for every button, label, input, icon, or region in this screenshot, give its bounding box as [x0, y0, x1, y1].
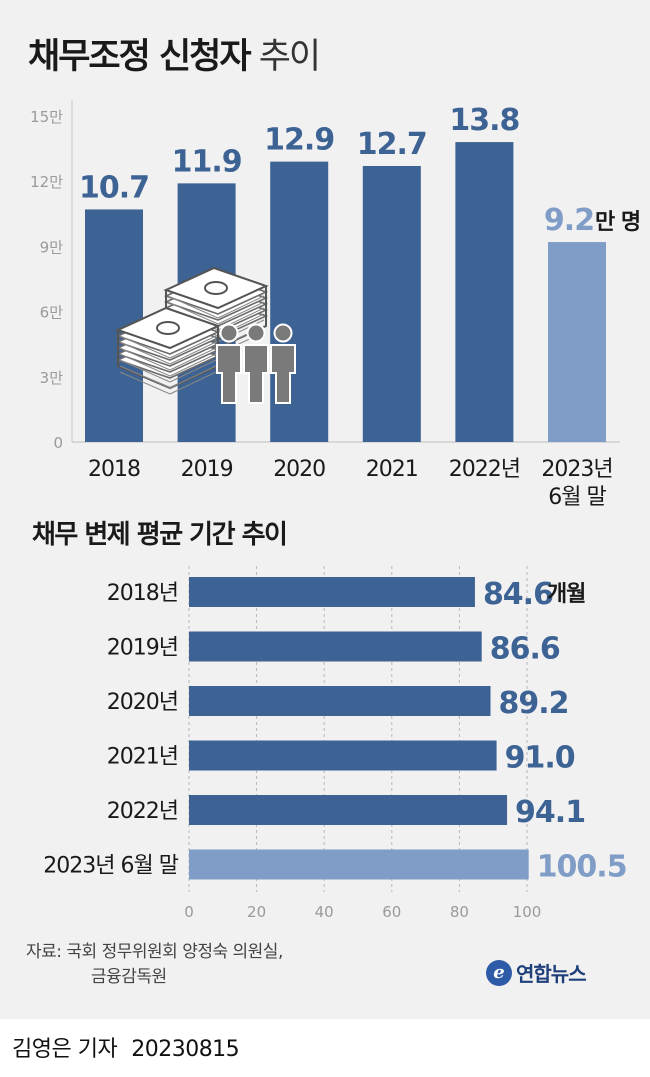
- person-body: [243, 344, 269, 404]
- stack-edge: [169, 365, 217, 389]
- x-tick-label: 2022년: [449, 457, 520, 482]
- stack-edge: [119, 347, 171, 371]
- chart2-labels: 2018년 84.6개월 2019년 86.6 2020년 89.2 2021년 91.0 20…: [43, 577, 627, 885]
- bar: [189, 849, 529, 880]
- bar-value-label: 91.0: [505, 741, 575, 776]
- title-main: 채무조정 신청자: [28, 37, 252, 77]
- stack-edge: [169, 359, 217, 383]
- bar-value-label: 86.6: [490, 632, 560, 667]
- person-head: [246, 323, 266, 343]
- chart-title: 채무조정 신청자 추이: [28, 28, 321, 79]
- chart1-axis: 0 3만 6만 9만 12만 15만: [30, 100, 620, 452]
- category-label: 2023년 6월 말: [43, 854, 178, 879]
- x-tick-label: 100: [513, 903, 542, 921]
- stack-edge: [167, 295, 219, 319]
- category-label: 2019년: [107, 636, 178, 661]
- x-tick-label: 0: [184, 903, 194, 921]
- bar: [548, 242, 606, 442]
- bar-value-label: 89.2: [498, 686, 568, 721]
- x-tick-label: 6월 말: [548, 485, 606, 510]
- bar-value-label: 100.5: [537, 850, 627, 885]
- stack-edge: [169, 335, 217, 359]
- applicants-bar-chart: 0 3만 6만 9만 12만 15만 10.7 2018 11.9 2019 12.9 2020 12…: [30, 100, 641, 510]
- bar: [189, 577, 475, 607]
- x-tick-label: 60: [382, 903, 401, 921]
- chart2-grid: 0 20 40 60 80 100: [184, 566, 541, 921]
- stack-edge: [119, 341, 171, 365]
- person-icon: [270, 323, 296, 404]
- x-tick-label: 2023년: [541, 457, 612, 482]
- x-tick-label: 80: [450, 903, 469, 921]
- person-body: [270, 344, 296, 404]
- category-label: 2018년: [107, 581, 178, 606]
- y-tick-label: 6만: [40, 304, 64, 322]
- bar-value-label: 12.7: [357, 127, 427, 162]
- x-tick-label: 40: [315, 903, 334, 921]
- source-note: 자료: 국회 정무위원회 양정숙 의원실, 금융감독원: [26, 940, 283, 990]
- bar: [189, 631, 482, 662]
- stack-edge: [217, 301, 265, 325]
- stack-edge: [119, 353, 171, 377]
- person-body: [216, 344, 242, 404]
- bar-value-label: 11.9: [172, 144, 242, 179]
- subtitle: 채무 변제 평균 기간 추이: [32, 520, 288, 550]
- banknote-seal: [156, 321, 180, 335]
- unit-label: 만 명: [595, 210, 640, 235]
- bar: [455, 142, 514, 442]
- bar-value-label: 9.2: [544, 203, 594, 238]
- title-suffix: 추이: [258, 37, 321, 77]
- person-icon: [243, 323, 269, 404]
- bar-value-label: 94.1: [515, 795, 585, 830]
- y-tick-label: 0: [53, 434, 63, 452]
- person-head: [273, 323, 293, 343]
- chart2-bars: [189, 577, 529, 880]
- bar-value-label: 13.8: [449, 103, 519, 138]
- x-tick-label: 20: [247, 903, 266, 921]
- stack-edge: [169, 371, 217, 395]
- stack-edge: [119, 359, 171, 383]
- stack-edge: [119, 371, 171, 395]
- bar-value-label: 12.9: [264, 123, 334, 158]
- bar: [189, 740, 497, 771]
- bar: [362, 165, 421, 442]
- unit-label: 개월: [547, 582, 585, 607]
- person-icon: [216, 323, 242, 404]
- y-tick-label: 9만: [40, 238, 64, 256]
- stack-edge: [167, 301, 219, 325]
- bar-value-label: 84.6: [483, 577, 553, 612]
- y-tick-label: 3만: [40, 369, 64, 387]
- x-tick-label: 2021: [366, 457, 418, 482]
- x-tick-label: 2019: [181, 457, 233, 482]
- stack-edge: [169, 341, 217, 365]
- yonhap-logo-text: 연합뉴스: [516, 962, 587, 986]
- bar: [189, 795, 508, 825]
- bar: [189, 686, 491, 716]
- money-stacks-and-people-icon: [115, 266, 296, 404]
- y-tick-label: 15만: [30, 108, 63, 126]
- category-label: 2022년: [107, 799, 178, 824]
- chart1-labels: 10.7 2018 11.9 2019 12.9 2020 12.7 2021 13.8 2022…: [79, 103, 641, 510]
- source-line-1: 자료: 국회 정무위원회 양정숙 의원실,: [26, 942, 283, 962]
- x-tick-label: 2020: [273, 457, 325, 482]
- reporter-name: 김영은 기자: [12, 1037, 118, 1062]
- stack-edge: [169, 353, 217, 377]
- stack-edge: [119, 365, 171, 389]
- category-label: 2020년: [107, 690, 178, 715]
- stack-edge: [119, 335, 171, 359]
- yonhap-logo-icon: e: [486, 959, 512, 986]
- yonhap-logo: e 연합뉴스: [486, 958, 587, 987]
- x-tick-label: 2018: [88, 457, 140, 482]
- stack-edge: [169, 347, 217, 371]
- category-label: 2021년: [107, 745, 178, 770]
- publish-date: 20230815: [131, 1037, 240, 1062]
- bar-value-label: 10.7: [79, 170, 149, 205]
- person-head: [219, 323, 239, 343]
- repayment-period-bar-chart: 0 20 40 60 80 100 2018년 84.6개월 2019년 86.6 2020년 89…: [43, 566, 628, 921]
- stack-edge: [217, 295, 265, 319]
- source-line-2: 금융감독원: [91, 967, 167, 987]
- byline: 김영은 기자 20230815: [12, 1031, 240, 1063]
- y-tick-label: 12만: [30, 173, 63, 191]
- banknote-seal: [204, 281, 228, 295]
- money-stack-back: [163, 266, 269, 355]
